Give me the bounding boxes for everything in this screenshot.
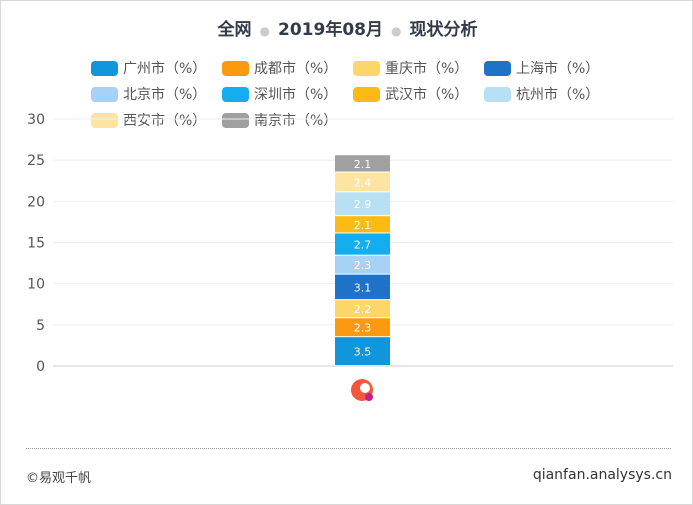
chart-title: 全网 ● 2019年08月 ● 现状分析 bbox=[217, 20, 478, 40]
legend-swatch bbox=[353, 86, 380, 102]
bar-segment bbox=[335, 172, 390, 192]
legend-swatch bbox=[91, 60, 118, 76]
legend-swatch bbox=[91, 86, 118, 102]
title-date: 2019年08月 bbox=[278, 20, 383, 40]
data-label: 2.9 bbox=[354, 198, 372, 211]
legend-label: 西安市（%） bbox=[123, 113, 207, 129]
footer-divider bbox=[26, 448, 671, 449]
legend-label: 上海市（%） bbox=[516, 61, 600, 77]
data-label: 2.1 bbox=[354, 219, 372, 232]
bar-segment bbox=[335, 337, 390, 365]
bar-segment bbox=[335, 300, 390, 318]
legend-item[interactable]: 上海市（%） bbox=[484, 58, 599, 78]
brand-logo-icon-dot bbox=[365, 393, 373, 401]
brand-logo-icon-eye bbox=[360, 383, 370, 393]
data-label: 3.5 bbox=[354, 346, 372, 359]
legend-label: 南京市（%） bbox=[254, 113, 338, 129]
data-label: 2.3 bbox=[354, 322, 372, 335]
title-scope: 全网 bbox=[217, 20, 252, 40]
legend-label: 广州市（%） bbox=[123, 61, 207, 77]
plot-area: 0 5 10 15 20 25 30 3.5 2.3 2.2 3.1 2.3 2.7 2.1 2.9 2.4 2… bbox=[27, 112, 673, 401]
legend-item[interactable]: 广州市（%） bbox=[91, 58, 206, 78]
data-label: 2.3 bbox=[354, 259, 372, 272]
y-tick-label: 0 bbox=[36, 359, 45, 375]
legend-swatch bbox=[222, 112, 249, 128]
legend-swatch bbox=[484, 86, 511, 102]
copyright: ©易观千帆 bbox=[26, 471, 92, 486]
legend-label: 武汉市（%） bbox=[385, 87, 469, 103]
data-label: 2.7 bbox=[354, 239, 372, 252]
y-tick-label: 20 bbox=[27, 194, 45, 210]
y-tick-label: 25 bbox=[27, 153, 45, 169]
legend-label: 北京市（%） bbox=[123, 87, 207, 103]
legend-swatch bbox=[222, 86, 249, 102]
title-topic: 现状分析 bbox=[409, 20, 478, 40]
legend-swatch bbox=[353, 60, 380, 76]
legend-swatch bbox=[222, 60, 249, 76]
legend-swatch bbox=[91, 112, 118, 128]
bar-segment bbox=[335, 255, 390, 274]
legend-label: 重庆市（%） bbox=[385, 61, 469, 77]
site-url: qianfan.analysys.cn bbox=[532, 467, 672, 483]
bar-segment bbox=[335, 233, 390, 255]
legend-item[interactable]: 杭州市（%） bbox=[484, 84, 599, 104]
bar-segment bbox=[335, 318, 390, 337]
legend-label: 杭州市（%） bbox=[516, 87, 600, 103]
bar-segment bbox=[335, 274, 390, 300]
legend-item[interactable]: 北京市（%） bbox=[91, 84, 206, 104]
bar-segment bbox=[335, 155, 390, 172]
y-tick-label: 10 bbox=[27, 277, 45, 293]
legend-item[interactable]: 深圳市（%） bbox=[222, 84, 337, 104]
bar-segment bbox=[335, 192, 390, 216]
y-tick-label: 5 bbox=[36, 318, 45, 334]
legend-item[interactable]: 南京市（%） bbox=[222, 110, 337, 130]
legend-item[interactable]: 西安市（%） bbox=[91, 110, 206, 130]
legend-item[interactable]: 武汉市（%） bbox=[353, 84, 468, 104]
legend-item[interactable]: 重庆市（%） bbox=[353, 58, 468, 78]
legend-item[interactable]: 成都市（%） bbox=[222, 58, 337, 78]
data-label: 2.4 bbox=[354, 176, 372, 189]
legend-swatch bbox=[484, 60, 511, 76]
data-label: 2.1 bbox=[354, 158, 372, 171]
data-label: 2.2 bbox=[354, 303, 372, 316]
legend-label: 深圳市（%） bbox=[254, 87, 338, 103]
bar-segment bbox=[335, 216, 390, 233]
y-tick-label: 15 bbox=[27, 236, 45, 252]
legend-label: 成都市（%） bbox=[254, 61, 338, 77]
data-label: 3.1 bbox=[354, 281, 372, 294]
y-tick-label: 30 bbox=[27, 112, 45, 128]
